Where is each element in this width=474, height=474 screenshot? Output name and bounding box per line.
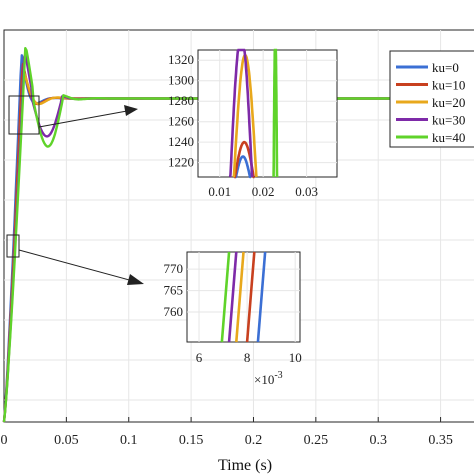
arrowhead-peak: [124, 105, 138, 116]
inset-rise-line-ku=40: [220, 251, 231, 343]
inset-peak-y-tick: 1240: [168, 134, 194, 149]
inset-peak-line-ku=0: [234, 155, 252, 179]
arrow-line-rise: [18, 249, 134, 282]
x-axis-label: Time (s): [218, 457, 272, 474]
arrow-line-peak: [38, 110, 128, 128]
inset-rise-tick-labels: 6 8 10 760 765 770: [164, 261, 302, 365]
legend: ku=0 ku=10 ku=20 ku=30 ku=40: [389, 50, 474, 148]
inset-peak-tick-labels: 0.01 0.02 0.03 1220 1240 1260 1280 1300 1320: [168, 52, 318, 199]
inset-peak-x-tick: 0.03: [295, 184, 318, 199]
inset-rise-x-scale-factor: ×10-3: [254, 370, 283, 387]
zoom-markers: [6, 95, 144, 285]
inset-rise-y-tick: 770: [164, 261, 184, 276]
legend-label: ku=40: [432, 130, 465, 145]
inset-peak-y-tick: 1220: [168, 155, 194, 170]
main-x-tick-label: 0.1: [120, 433, 138, 448]
arrowhead-rise: [127, 274, 144, 285]
inset-peak-y-tick: 1280: [168, 93, 194, 108]
main-x-tick-label: 0.35: [428, 433, 453, 448]
zoom-box-rise: [6, 234, 20, 258]
inset-peak-line-ku=40: [272, 48, 279, 178]
main-x-tick-label: 0.15: [179, 433, 204, 448]
inset-peak-y-tick: 1260: [168, 114, 194, 129]
inset-rise-line-ku=10: [245, 251, 256, 343]
zoom-box-peak: [8, 95, 40, 135]
inset-peak-y-tick: 1320: [168, 52, 194, 67]
inset-rise-line-ku=0: [256, 251, 267, 343]
inset-rise: 6 8 10 760 765 770 ×10-3: [164, 251, 302, 387]
main-x-tick-label: 0.3: [369, 433, 387, 448]
inset-peak-lines: [228, 48, 279, 179]
main-x-tick-label: 0.2: [245, 433, 263, 448]
inset-peak-line-ku=30: [228, 48, 254, 178]
legend-label: ku=0: [432, 60, 459, 75]
inset-peak-frame: [197, 49, 338, 178]
inset-rise-line-ku=20: [234, 251, 245, 343]
legend-label: ku=10: [432, 78, 465, 93]
inset-peak-x-tick: 0.01: [208, 184, 231, 199]
legend-label: ku=20: [432, 95, 465, 110]
main-x-tick-label: 0.05: [54, 433, 79, 448]
main-x-tick-labels: 0 0.05 0.1 0.15 0.2 0.25 0.3 0.35: [1, 433, 453, 448]
main-x-tick-label: 0: [1, 433, 8, 448]
inset-peak-grid: [198, 50, 337, 177]
inset-rise-y-tick: 765: [164, 283, 184, 298]
inset-rise-x-tick: 8: [244, 350, 251, 365]
inset-rise-line-ku=30: [227, 251, 238, 343]
inset-peak: 0.01 0.02 0.03 1220 1240 1260 1280 1300 1320: [168, 48, 338, 199]
inset-rise-x-tick: 10: [289, 350, 302, 365]
legend-label: ku=30: [432, 113, 465, 128]
inset-rise-x-tick: 6: [196, 350, 203, 365]
inset-rise-y-tick: 760: [164, 304, 184, 319]
main-x-tick-label: 0.25: [304, 433, 329, 448]
inset-peak-y-tick: 1300: [168, 73, 194, 88]
inset-rise-lines: [220, 251, 267, 343]
inset-peak-x-tick: 0.02: [252, 184, 275, 199]
